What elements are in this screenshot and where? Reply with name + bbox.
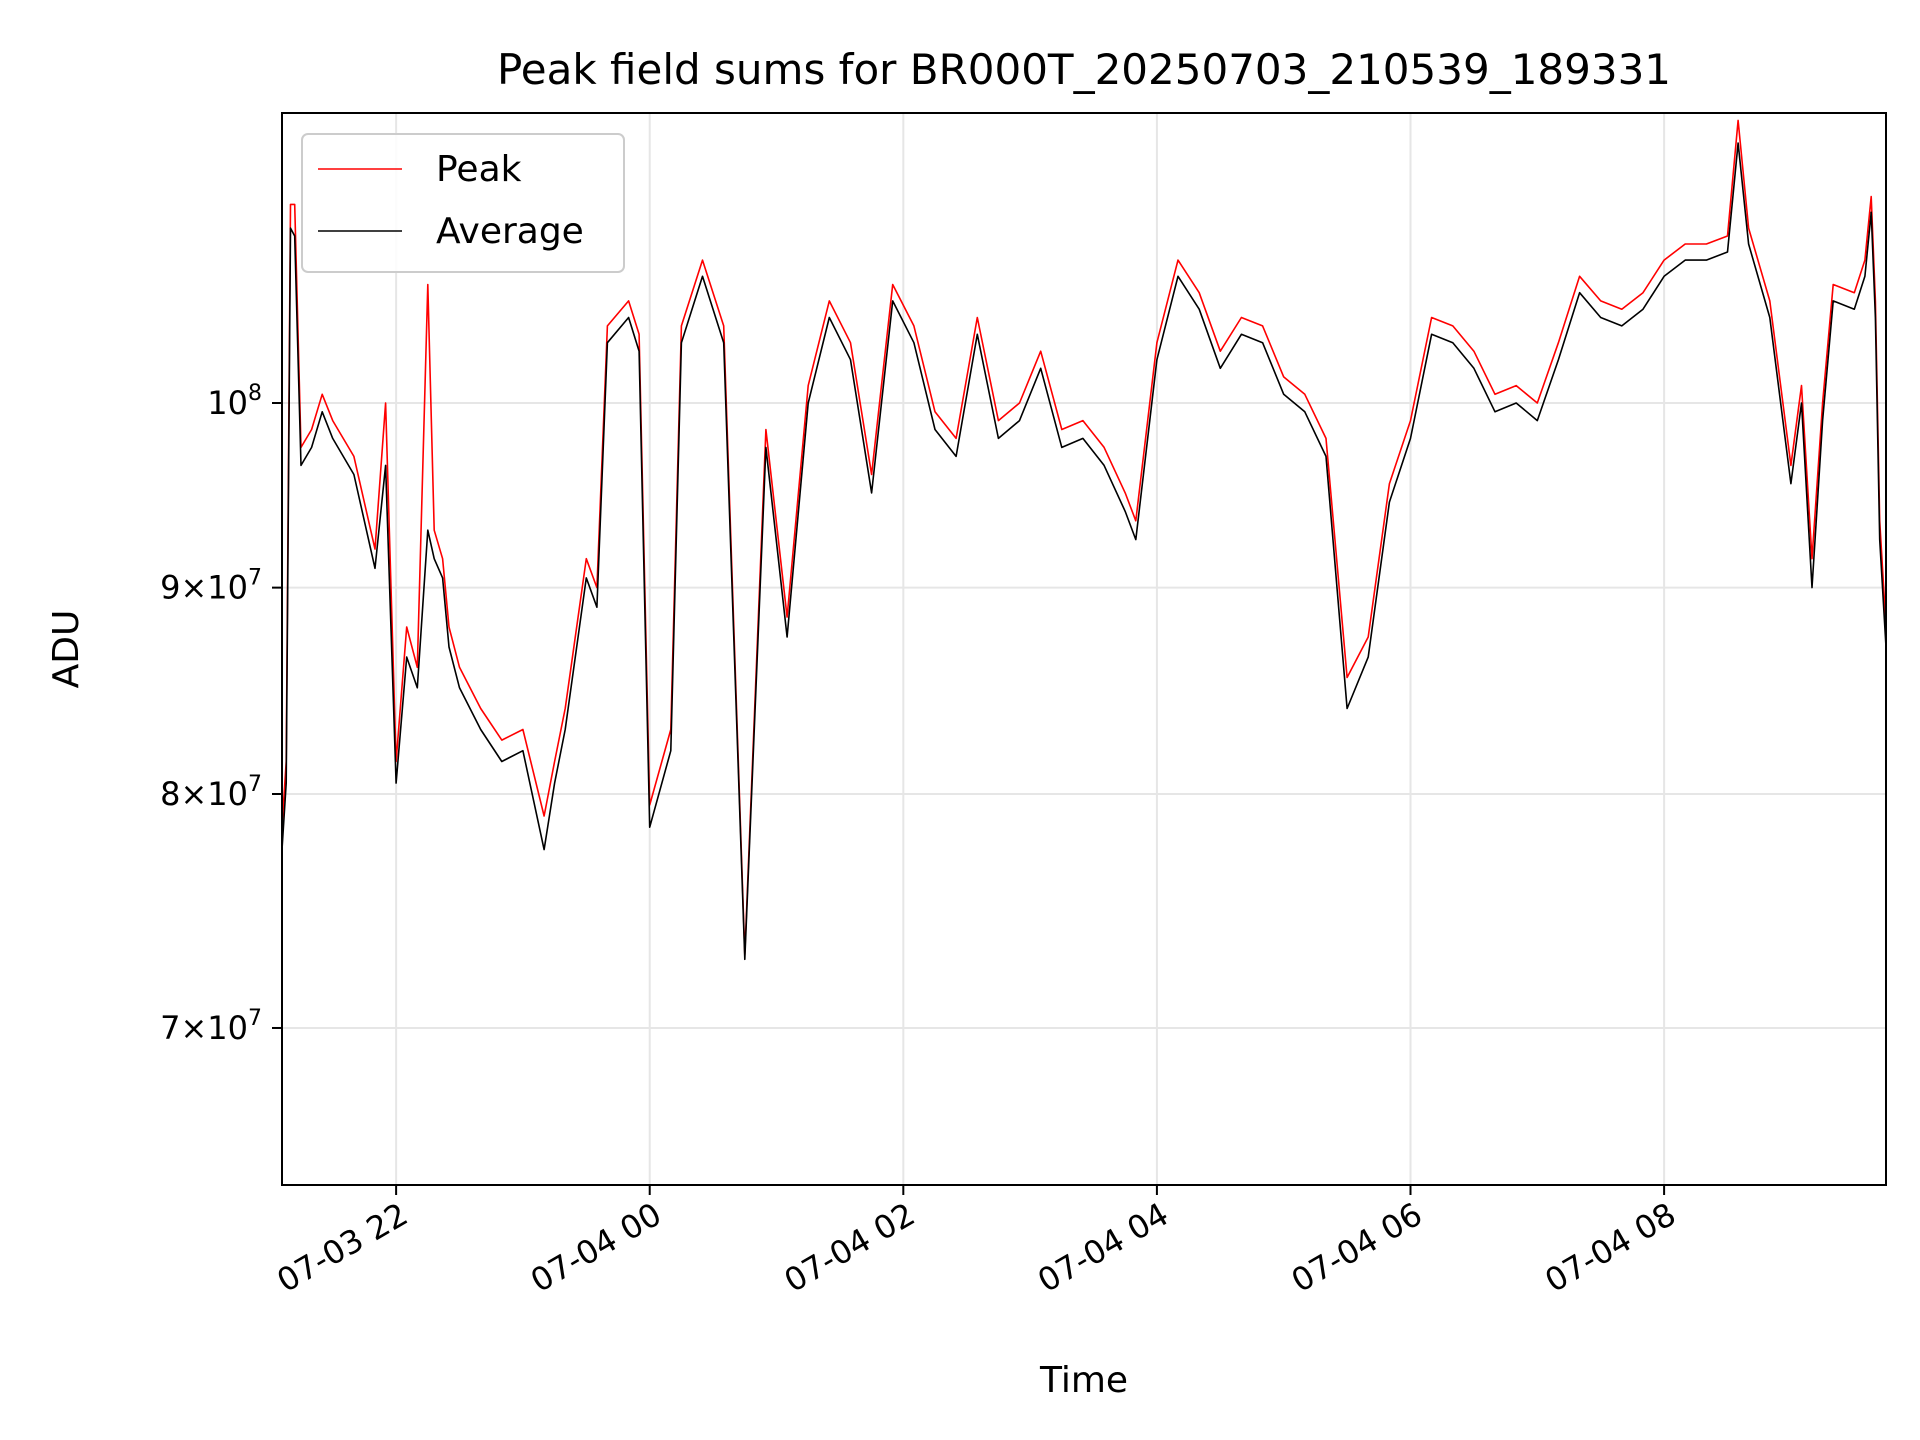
grid [282, 113, 1886, 1185]
legend-label-average: Average [436, 211, 584, 252]
y-axis-label: ADU [46, 610, 87, 689]
y-tick-label: 9×107 [160, 566, 262, 607]
series-line-peak [281, 119, 1887, 956]
chart-title: Peak field sums for BR000T_20250703_2105… [497, 45, 1671, 94]
y-tick-label: 7×107 [160, 1006, 262, 1047]
series-layer [281, 119, 1887, 961]
y-tick-label: 108 [207, 381, 262, 422]
y-tick-label: 8×107 [160, 772, 262, 813]
legend-label-peak: Peak [436, 149, 522, 190]
plot-frame [281, 112, 1887, 1186]
legend: Peak Average [301, 133, 625, 273]
series-line-average [281, 142, 1887, 961]
y-axis: 7×107 8×107 9×107 108 [160, 381, 282, 1047]
x-axis-label: Time [1039, 1360, 1128, 1401]
